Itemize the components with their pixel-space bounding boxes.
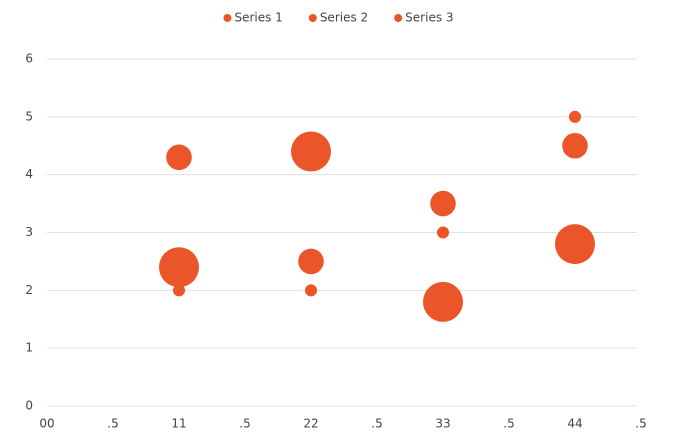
bubble [166, 144, 192, 171]
legend-marker [308, 14, 317, 22]
bubble [423, 281, 463, 322]
x-tick-label: 33 [435, 417, 450, 431]
bubble [562, 132, 588, 159]
legend-marker [394, 14, 403, 22]
legend-label: Series 1 [234, 11, 282, 25]
legend-label: Series 3 [405, 11, 453, 25]
bubble [291, 131, 331, 172]
legend-label: Series 2 [320, 11, 368, 25]
x-tick-label: 44 [567, 417, 582, 431]
bubble [298, 248, 324, 275]
bubble [568, 110, 582, 123]
bubble [430, 190, 456, 217]
y-tick-label: 4 [25, 167, 33, 181]
y-tick-label: 2 [25, 283, 33, 297]
bubble [555, 224, 595, 265]
legend-marker [223, 14, 232, 22]
bubble [159, 247, 199, 288]
bubble [172, 284, 186, 297]
y-tick-label: 0 [25, 399, 33, 413]
y-tick-label: 3 [25, 225, 33, 239]
bubble [436, 226, 450, 239]
x-tick-label: .5 [503, 417, 514, 431]
y-tick-label: 6 [25, 52, 33, 66]
x-tick-label: 22 [303, 417, 318, 431]
x-tick-label: .5 [635, 417, 646, 431]
y-tick-label: 5 [25, 109, 33, 123]
x-tick-label: .5 [107, 417, 118, 431]
x-tick-label: .5 [371, 417, 382, 431]
x-tick-label: .5 [239, 417, 250, 431]
bubble [304, 284, 318, 297]
x-tick-label: 11 [171, 417, 186, 431]
y-tick-label: 1 [25, 341, 33, 355]
x-tick-label: 00 [39, 417, 54, 431]
